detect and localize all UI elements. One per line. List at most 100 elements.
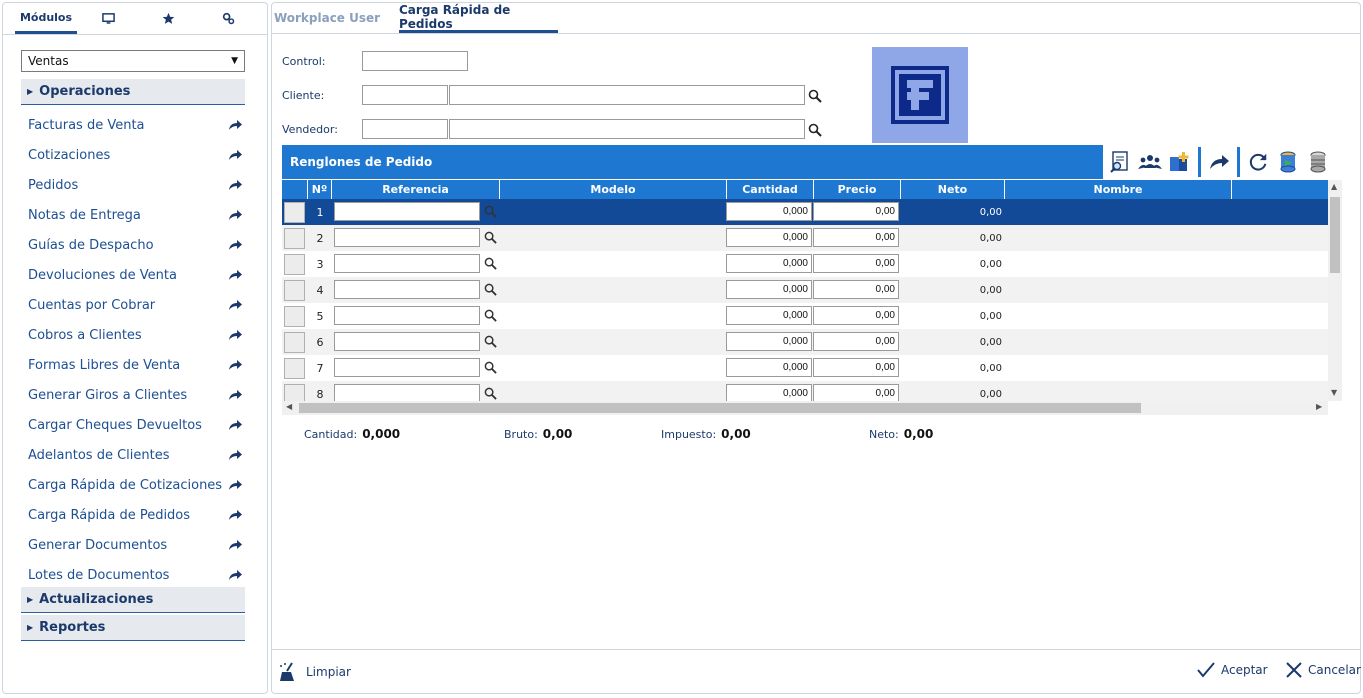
menu-item[interactable]: Guías de Despacho <box>21 230 245 260</box>
tab-carga-rapida-pedidos[interactable]: Carga Rápida de Pedidos <box>399 3 558 33</box>
col-cantidad[interactable]: Cantidad <box>727 180 814 199</box>
monitor-icon[interactable] <box>93 3 123 34</box>
cliente-name-input[interactable] <box>449 85 805 105</box>
row-select-checkbox[interactable] <box>284 228 305 249</box>
row-select-checkbox[interactable] <box>284 254 305 275</box>
cancel-button[interactable]: Cancelar <box>1286 662 1361 678</box>
menu-item[interactable]: Cobros a Clientes <box>21 320 245 350</box>
cantidad-input[interactable] <box>726 254 812 273</box>
search-icon[interactable] <box>484 387 497 400</box>
precio-input[interactable] <box>813 280 899 299</box>
database-import-icon[interactable] <box>1275 149 1301 175</box>
cliente-code-input[interactable] <box>362 85 448 105</box>
search-icon[interactable] <box>484 283 497 296</box>
search-icon[interactable] <box>484 309 497 322</box>
col-referencia[interactable]: Referencia <box>332 180 500 199</box>
col-nombre[interactable]: Nombre <box>1005 180 1232 199</box>
accept-button[interactable]: Aceptar <box>1197 662 1268 678</box>
scroll-left-icon[interactable]: ◀ <box>286 402 293 411</box>
precio-input[interactable] <box>813 202 899 221</box>
vendedor-search-icon[interactable] <box>808 123 822 137</box>
menu-item[interactable]: Lotes de Documentos <box>21 560 245 590</box>
referencia-input[interactable] <box>334 280 480 299</box>
col-neto[interactable]: Neto <box>901 180 1005 199</box>
col-precio[interactable]: Precio <box>814 180 901 199</box>
row-select-checkbox[interactable] <box>284 280 305 301</box>
menu-item[interactable]: Facturas de Venta <box>21 110 245 140</box>
cantidad-input[interactable] <box>726 280 812 299</box>
horizontal-scrollbar-thumb[interactable] <box>299 403 1141 413</box>
add-product-icon[interactable] <box>1167 149 1193 175</box>
cantidad-input[interactable] <box>726 306 812 325</box>
module-select[interactable]: Ventas ▼ <box>21 50 245 72</box>
cantidad-input[interactable] <box>726 228 812 247</box>
precio-input[interactable] <box>813 306 899 325</box>
menu-item[interactable]: Devoluciones de Venta <box>21 260 245 290</box>
control-input[interactable] <box>362 51 468 71</box>
clear-button[interactable]: Limpiar <box>278 662 351 682</box>
users-icon[interactable] <box>1137 149 1163 175</box>
row-select-checkbox[interactable] <box>284 384 305 401</box>
search-icon[interactable] <box>484 205 497 218</box>
table-row[interactable]: 7 0,00 <box>282 355 1328 381</box>
referencia-input[interactable] <box>334 384 480 401</box>
menu-item[interactable]: Pedidos <box>21 170 245 200</box>
col-modelo[interactable]: Modelo <box>500 180 727 199</box>
section-reportes[interactable]: ▶ Reportes <box>21 615 245 641</box>
table-row[interactable]: 3 0,00 <box>282 251 1328 277</box>
search-icon[interactable] <box>484 361 497 374</box>
menu-item[interactable]: Formas Libres de Venta <box>21 350 245 380</box>
cantidad-input[interactable] <box>726 358 812 377</box>
search-icon[interactable] <box>484 231 497 244</box>
vendedor-name-input[interactable] <box>449 119 805 139</box>
menu-item[interactable]: Notas de Entrega <box>21 200 245 230</box>
table-row[interactable]: 1 0,00 <box>282 199 1328 225</box>
cantidad-input[interactable] <box>726 384 812 401</box>
table-row[interactable]: 2 0,00 <box>282 225 1328 251</box>
table-row[interactable]: 4 0,00 <box>282 277 1328 303</box>
row-select-checkbox[interactable] <box>284 202 305 223</box>
settings-icon[interactable] <box>213 3 243 34</box>
star-icon[interactable] <box>153 3 183 34</box>
menu-item[interactable]: Generar Giros a Clientes <box>21 380 245 410</box>
precio-input[interactable] <box>813 384 899 401</box>
menu-item[interactable]: Cuentas por Cobrar <box>21 290 245 320</box>
vendedor-code-input[interactable] <box>362 119 448 139</box>
referencia-input[interactable] <box>334 228 480 247</box>
table-row[interactable]: 5 0,00 <box>282 303 1328 329</box>
cliente-search-icon[interactable] <box>808 89 822 103</box>
referencia-input[interactable] <box>334 254 480 273</box>
search-icon[interactable] <box>484 335 497 348</box>
horizontal-scrollbar[interactable]: ◀ ▶ <box>282 401 1328 415</box>
vertical-scrollbar-thumb[interactable] <box>1330 197 1340 273</box>
menu-item[interactable]: Carga Rápida de Pedidos <box>21 500 245 530</box>
referencia-input[interactable] <box>334 202 480 221</box>
row-select-checkbox[interactable] <box>284 332 305 353</box>
referencia-input[interactable] <box>334 306 480 325</box>
refresh-icon[interactable] <box>1245 149 1271 175</box>
scroll-up-icon[interactable]: ▲ <box>1331 182 1338 191</box>
menu-item[interactable]: Generar Documentos <box>21 530 245 560</box>
precio-input[interactable] <box>813 358 899 377</box>
row-select-checkbox[interactable] <box>284 306 305 327</box>
table-row[interactable]: 8 0,00 <box>282 381 1328 401</box>
referencia-input[interactable] <box>334 358 480 377</box>
tab-modulos[interactable]: Módulos <box>15 3 77 34</box>
forward-icon[interactable] <box>1206 149 1232 175</box>
section-actualizaciones[interactable]: ▶ Actualizaciones <box>21 587 245 613</box>
database-icon[interactable] <box>1305 149 1331 175</box>
scroll-right-icon[interactable]: ▶ <box>1316 402 1323 411</box>
scroll-down-icon[interactable]: ▼ <box>1331 388 1338 397</box>
cantidad-input[interactable] <box>726 202 812 221</box>
section-operaciones[interactable]: ▶ Operaciones <box>21 79 245 105</box>
tab-workplace-user[interactable]: Workplace User <box>272 3 382 33</box>
menu-item[interactable]: Adelantos de Clientes <box>21 440 245 470</box>
cantidad-input[interactable] <box>726 332 812 351</box>
precio-input[interactable] <box>813 228 899 247</box>
menu-item[interactable]: Cotizaciones <box>21 140 245 170</box>
precio-input[interactable] <box>813 254 899 273</box>
menu-item[interactable]: Carga Rápida de Cotizaciones <box>21 470 245 500</box>
vertical-scrollbar[interactable]: ▲ ▼ <box>1328 180 1342 401</box>
precio-input[interactable] <box>813 332 899 351</box>
table-row[interactable]: 6 0,00 <box>282 329 1328 355</box>
